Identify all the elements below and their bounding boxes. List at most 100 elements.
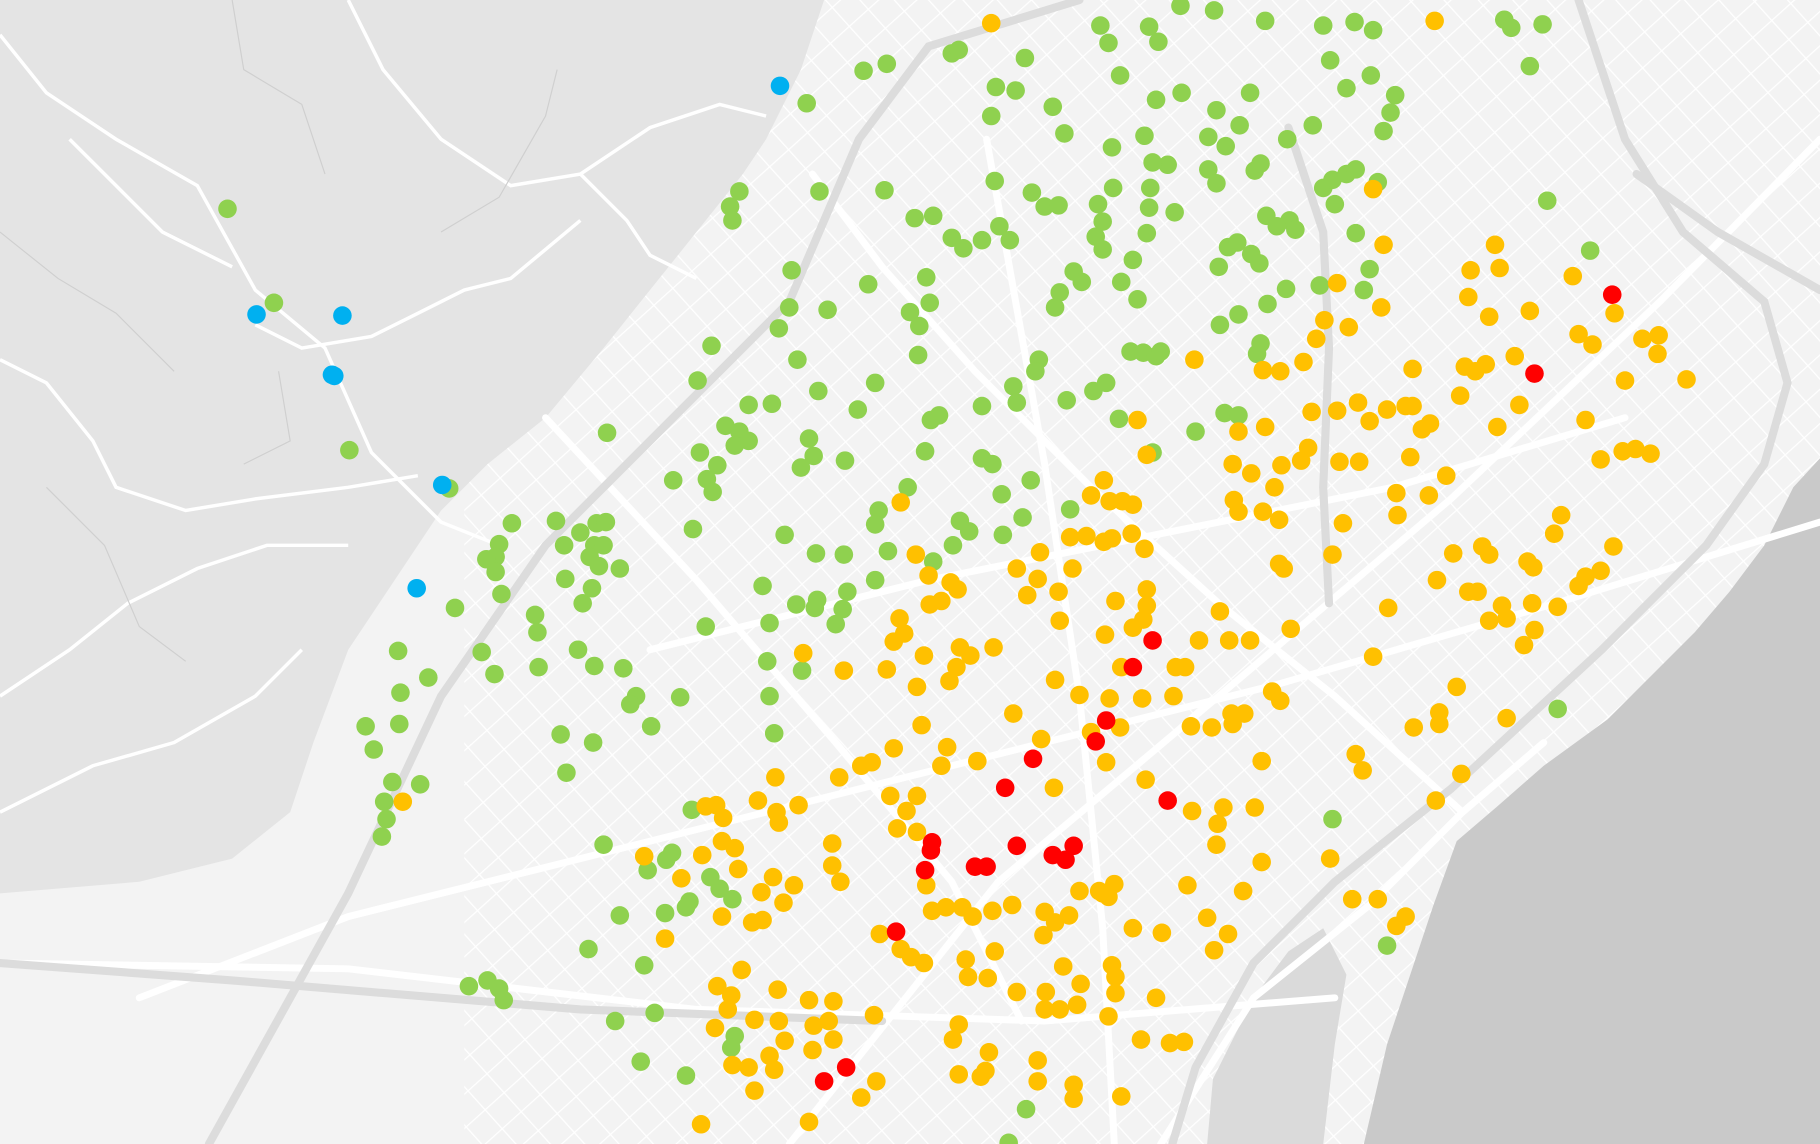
map-marker-orange[interactable] [1036, 982, 1056, 1002]
map-marker-orange[interactable] [1485, 235, 1505, 255]
map-marker-green[interactable] [528, 623, 547, 642]
map-marker-orange[interactable] [1053, 957, 1073, 976]
map-marker-orange[interactable] [1252, 751, 1271, 771]
map-marker-orange[interactable] [1374, 235, 1393, 255]
map-marker-orange[interactable] [1403, 359, 1422, 379]
map-marker-green[interactable] [356, 717, 375, 736]
map-marker-orange[interactable] [822, 834, 842, 853]
map-marker-green[interactable] [1140, 178, 1160, 198]
map-marker-green[interactable] [645, 1003, 664, 1023]
map-marker-green[interactable] [716, 416, 735, 436]
map-marker-orange[interactable] [1164, 686, 1183, 706]
map-marker-green[interactable] [1537, 191, 1557, 211]
map-marker-green[interactable] [992, 484, 1011, 504]
map-marker-green[interactable] [805, 598, 825, 618]
map-marker-green[interactable] [1361, 66, 1381, 85]
map-marker-green[interactable] [1228, 233, 1247, 252]
map-marker-green[interactable] [1385, 85, 1405, 105]
map-marker-green[interactable] [993, 525, 1013, 545]
map-marker-green[interactable] [782, 261, 801, 280]
map-marker-orange[interactable] [870, 924, 890, 944]
map-marker-green[interactable] [1060, 500, 1080, 519]
map-marker-orange[interactable] [907, 822, 927, 842]
map-marker-green[interactable] [905, 208, 924, 228]
map-marker-orange[interactable] [1030, 542, 1050, 562]
map-marker-orange[interactable] [1007, 982, 1027, 1002]
map-marker-green[interactable] [769, 319, 789, 338]
map-marker-green[interactable] [757, 652, 777, 671]
map-marker-green[interactable] [1043, 97, 1063, 117]
map-marker-orange[interactable] [745, 1010, 764, 1030]
map-marker-green[interactable] [655, 903, 675, 923]
map-marker-orange[interactable] [1045, 670, 1065, 690]
map-marker-orange[interactable] [1396, 907, 1415, 926]
map-marker-orange[interactable] [723, 1055, 742, 1075]
map-marker-green[interactable] [1022, 183, 1042, 202]
map-marker-green[interactable] [1137, 223, 1157, 243]
map-marker-orange[interactable] [1178, 875, 1197, 895]
map-marker-green[interactable] [459, 976, 479, 996]
map-marker-red[interactable] [1056, 850, 1075, 870]
map-marker-green[interactable] [753, 576, 772, 596]
map-marker-green[interactable] [502, 513, 522, 533]
map-marker-orange[interactable] [1067, 995, 1087, 1015]
map-marker-green[interactable] [682, 800, 702, 820]
map-marker-orange[interactable] [864, 1005, 884, 1025]
map-marker-orange[interactable] [1229, 422, 1248, 441]
map-marker-red[interactable] [1064, 836, 1083, 856]
map-marker-green[interactable] [1016, 1099, 1036, 1119]
map-marker-green[interactable] [372, 827, 392, 846]
map-marker-orange[interactable] [721, 986, 741, 1005]
map-marker-green[interactable] [485, 664, 504, 684]
map-marker-green[interactable] [720, 197, 740, 216]
map-marker-green[interactable] [377, 809, 396, 829]
map-marker-orange[interactable] [1327, 401, 1347, 421]
map-marker-orange[interactable] [1094, 471, 1114, 490]
map-marker-orange[interactable] [1353, 761, 1372, 780]
map-marker-orange[interactable] [1525, 620, 1544, 640]
map-marker-orange[interactable] [1102, 956, 1122, 975]
map-marker-green[interactable] [910, 316, 929, 336]
map-marker-orange[interactable] [867, 1072, 886, 1091]
map-marker-green[interactable] [875, 180, 894, 200]
map-marker-green[interactable] [838, 582, 857, 602]
map-marker-orange[interactable] [1136, 770, 1155, 789]
map-marker-orange[interactable] [745, 1081, 764, 1100]
map-marker-orange[interactable] [912, 715, 931, 735]
map-marker-green[interactable] [929, 406, 949, 425]
map-marker-orange[interactable] [1002, 895, 1022, 915]
map-marker-orange[interactable] [916, 875, 936, 895]
map-marker-orange[interactable] [968, 751, 987, 771]
map-marker-orange[interactable] [1099, 1007, 1118, 1026]
map-marker-green[interactable] [1320, 51, 1340, 70]
map-marker-orange[interactable] [919, 566, 938, 585]
map-marker-red[interactable] [836, 1058, 856, 1077]
map-marker-orange[interactable] [1447, 677, 1466, 697]
map-marker-orange[interactable] [1174, 1032, 1194, 1052]
map-marker-green[interactable] [1215, 403, 1234, 423]
map-marker-orange[interactable] [1131, 1030, 1151, 1049]
map-marker-orange[interactable] [1270, 361, 1290, 381]
map-marker-green[interactable] [1501, 18, 1521, 38]
map-marker-green[interactable] [806, 544, 826, 563]
map-marker-orange[interactable] [1059, 906, 1079, 925]
map-marker-orange[interactable] [1330, 452, 1349, 472]
map-marker-green[interactable] [835, 451, 855, 470]
map-marker-orange[interactable] [634, 846, 654, 866]
map-marker-orange[interactable] [1443, 544, 1463, 563]
map-marker-orange[interactable] [1028, 1051, 1047, 1070]
map-marker-orange[interactable] [1102, 529, 1122, 548]
map-marker-orange[interactable] [906, 545, 926, 564]
map-marker-green[interactable] [708, 455, 727, 475]
map-marker-green[interactable] [943, 536, 963, 555]
map-marker-green[interactable] [986, 77, 1006, 97]
map-marker-orange[interactable] [1490, 258, 1509, 278]
map-marker-orange[interactable] [1649, 326, 1668, 345]
map-marker-orange[interactable] [1034, 925, 1053, 945]
map-marker-green[interactable] [762, 394, 782, 414]
map-marker-green[interactable] [1277, 129, 1297, 149]
map-marker-orange[interactable] [1450, 386, 1470, 405]
map-marker-orange[interactable] [1368, 889, 1388, 909]
map-marker-orange[interactable] [1576, 567, 1595, 586]
